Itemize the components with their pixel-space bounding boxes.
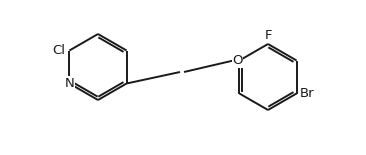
Text: Cl: Cl [52,44,66,57]
Text: O: O [232,54,243,67]
Text: N: N [64,77,74,90]
Text: F: F [264,29,272,42]
Text: Br: Br [300,87,314,100]
